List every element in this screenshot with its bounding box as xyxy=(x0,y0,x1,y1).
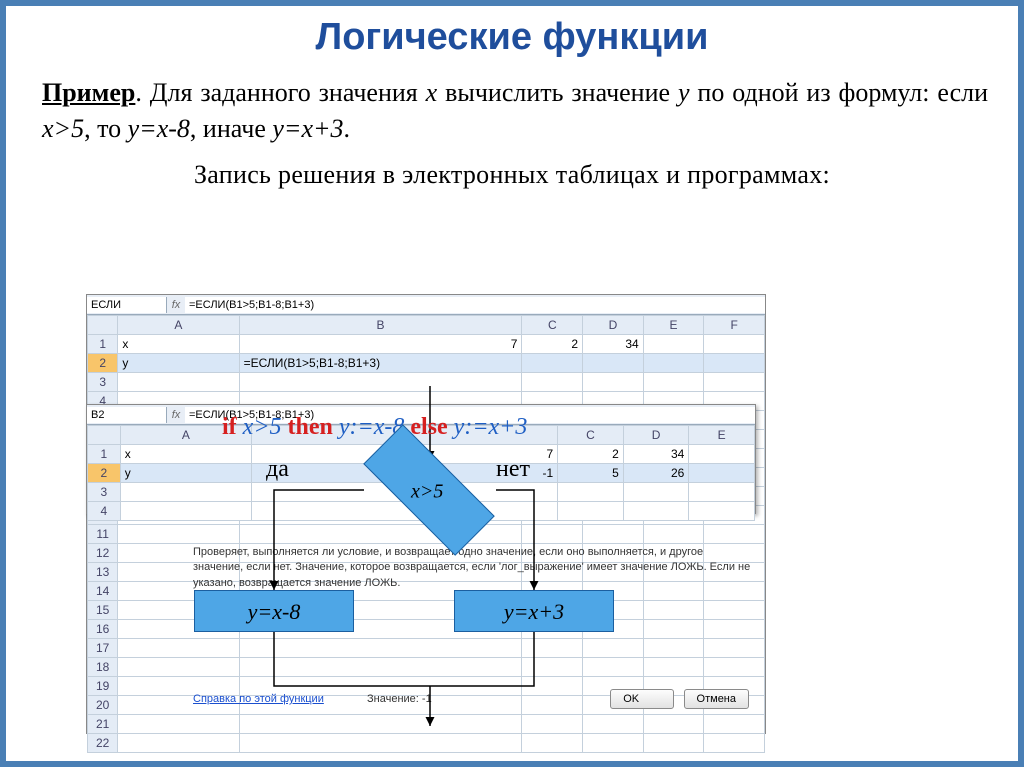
fx-icon[interactable]: fx xyxy=(167,299,185,311)
example-paragraph: Пример. Для заданного значения x вычисли… xyxy=(42,75,988,148)
example-label: Пример xyxy=(42,78,135,107)
formula-bar-back: ЕСЛИ fx =ЕСЛИ(B1>5;B1-8;B1+3) xyxy=(87,295,765,315)
workspace: ЕСЛИ fx =ЕСЛИ(B1>5;B1-8;B1+3) ABCDEF1x72… xyxy=(86,294,766,754)
name-box-back[interactable]: ЕСЛИ xyxy=(87,297,167,313)
spreadsheet-front: B2 fx =ЕСЛИ(B1>5;B1-8;B1+3) ABCDE1x72342… xyxy=(86,404,756,514)
page-title: Логические функции xyxy=(6,16,1018,59)
help-link[interactable]: Справка по этой функции xyxy=(193,693,324,705)
dialog-buttons: OK Отмена xyxy=(604,689,749,709)
function-help-text: Проверяет, выполняется ли условие, и воз… xyxy=(193,545,753,591)
result-label: Значение: -1 xyxy=(367,693,432,705)
formula-input-front[interactable]: =ЕСЛИ(B1>5;B1-8;B1+3) xyxy=(185,407,755,423)
fx-icon[interactable]: fx xyxy=(167,409,185,421)
cancel-button[interactable]: Отмена xyxy=(684,689,749,709)
name-box-front[interactable]: B2 xyxy=(87,407,167,423)
subtitle-line: Запись решения в электронных таблицах и … xyxy=(6,160,1018,190)
formula-input-back[interactable]: =ЕСЛИ(B1>5;B1-8;B1+3) xyxy=(185,297,765,313)
formula-bar-front: B2 fx =ЕСЛИ(B1>5;B1-8;B1+3) xyxy=(87,405,755,425)
grid-front[interactable]: ABCDE1x72342y-152634 xyxy=(87,425,755,521)
grid-back[interactable]: ABCDEF1x72342y=ЕСЛИ(B1>5;B1-8;B1+3)34567… xyxy=(87,315,765,753)
ok-button[interactable]: OK xyxy=(610,689,674,709)
